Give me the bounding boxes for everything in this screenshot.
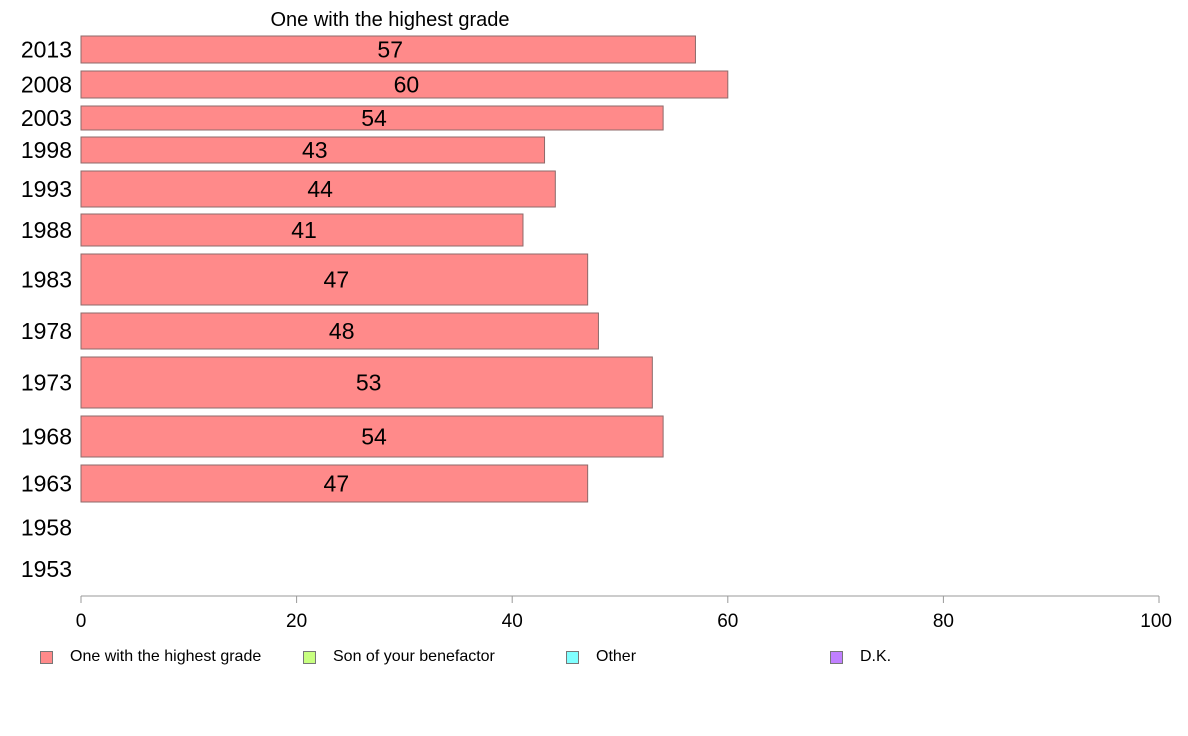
data-label: 60 bbox=[394, 72, 420, 98]
y-tick-label: 2003 bbox=[21, 105, 72, 131]
y-tick-label: 1968 bbox=[21, 424, 72, 450]
y-tick-label: 1958 bbox=[21, 515, 72, 541]
legend-swatch bbox=[830, 650, 843, 664]
x-tick-label: 40 bbox=[502, 611, 523, 632]
data-label: 44 bbox=[307, 176, 333, 202]
y-tick-label: 1973 bbox=[21, 370, 72, 396]
y-tick-label: 1993 bbox=[21, 176, 72, 202]
x-tick-label: 60 bbox=[717, 611, 738, 632]
bar bbox=[80, 356, 653, 409]
bar bbox=[80, 105, 664, 131]
legend-swatch bbox=[566, 650, 579, 664]
data-label: 54 bbox=[361, 424, 387, 450]
legend-item-other: Other bbox=[566, 648, 636, 666]
bar bbox=[80, 464, 589, 503]
data-label: 57 bbox=[377, 37, 403, 63]
y-tick-label: 1953 bbox=[21, 556, 72, 582]
x-tick-label: 20 bbox=[286, 611, 307, 632]
legend-label: One with the highest grade bbox=[70, 648, 262, 665]
bar bbox=[80, 312, 599, 350]
y-tick-label: 1988 bbox=[21, 217, 72, 243]
bar bbox=[80, 170, 556, 208]
y-tick-label: 2008 bbox=[21, 72, 72, 98]
legend-label: Other bbox=[596, 648, 637, 665]
legend-item-benefactor: Son of your benefactor bbox=[303, 648, 495, 666]
bar bbox=[80, 415, 664, 458]
y-tick-label: 1983 bbox=[21, 267, 72, 293]
x-tick-label: 80 bbox=[933, 611, 954, 632]
data-label: 43 bbox=[302, 137, 328, 163]
chart-title: One with the highest grade bbox=[270, 9, 509, 31]
legend-label: D.K. bbox=[860, 648, 892, 665]
legend-label: Son of your benefactor bbox=[333, 648, 495, 665]
bar bbox=[80, 70, 729, 99]
legend-item-dk: D.K. bbox=[830, 648, 891, 666]
legend: One with the highest grade Son of your b… bbox=[0, 648, 1188, 672]
data-label: 54 bbox=[361, 105, 387, 131]
y-tick-label: 2013 bbox=[21, 37, 72, 63]
data-label: 41 bbox=[291, 217, 317, 243]
y-tick-label: 1998 bbox=[21, 137, 72, 163]
legend-swatch bbox=[303, 650, 316, 664]
bar bbox=[80, 35, 696, 64]
bars-group: 2013 57 2008 60 2003 54 1998 43 1993 44 1988 41 1983… bbox=[21, 35, 729, 582]
data-label: 47 bbox=[324, 471, 350, 497]
bar bbox=[80, 136, 546, 164]
legend-swatch bbox=[40, 650, 53, 664]
y-tick-label: 1963 bbox=[21, 471, 72, 497]
x-tick-label: 100 bbox=[1140, 611, 1172, 632]
y-tick-label: 1978 bbox=[21, 318, 72, 344]
bar bbox=[80, 253, 589, 306]
data-label: 47 bbox=[324, 267, 350, 293]
x-axis: 0 20 40 60 80 100 bbox=[76, 595, 1172, 632]
bar bbox=[80, 213, 524, 247]
data-label: 53 bbox=[356, 370, 382, 396]
legend-item-highest-grade: One with the highest grade bbox=[40, 648, 261, 666]
x-tick-label: 0 bbox=[76, 611, 87, 632]
data-label: 48 bbox=[329, 318, 355, 344]
